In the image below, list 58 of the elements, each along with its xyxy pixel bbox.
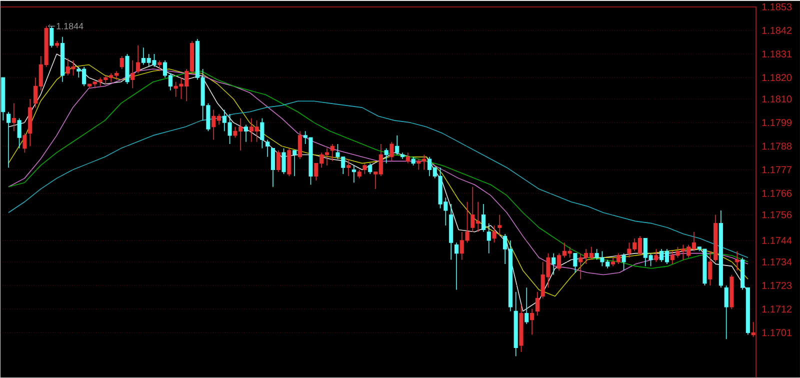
candlestick (120, 56, 124, 70)
candlestick (395, 135, 400, 156)
candlestick (530, 308, 534, 336)
candlestick (266, 139, 270, 158)
candlestick (244, 124, 248, 142)
candlestick (622, 252, 626, 271)
y-tick-label: 1.1831 (762, 50, 792, 58)
candlestick (12, 102, 16, 132)
candlestick (22, 132, 27, 153)
y-tick-label: 1.1853 (762, 3, 792, 10)
candlestick (735, 250, 740, 271)
candlestick (270, 148, 275, 188)
candlestick (481, 204, 486, 232)
candlestick (136, 45, 140, 74)
y-tick-label: 1.1842 (762, 26, 792, 34)
candlestick (17, 118, 22, 149)
candlestick (535, 292, 540, 316)
candlestick (352, 165, 356, 183)
y-tick-label: 1.1820 (762, 74, 792, 82)
y-tick-label: 1.1734 (762, 258, 792, 266)
candlestick (384, 148, 388, 164)
candlestick (390, 141, 394, 162)
y-tick-label: 1.1756 (762, 211, 792, 218)
candlestick (368, 162, 372, 174)
candlestick (282, 148, 286, 174)
candlestick (260, 118, 264, 149)
y-tick-label: 1.1744 (762, 237, 792, 244)
candlestick (573, 252, 578, 274)
candlestick (454, 242, 458, 290)
candlestick (6, 111, 11, 168)
candlestick (362, 162, 367, 174)
candlestick (158, 60, 162, 72)
candlestick (346, 158, 351, 177)
y-tick-label: 1.1777 (762, 166, 792, 174)
candlestick (130, 60, 135, 89)
candlestick (287, 148, 292, 177)
candlestick (292, 150, 297, 177)
candlestick (751, 322, 756, 338)
candlestick (298, 130, 302, 160)
candlestick (708, 250, 712, 286)
y-tick-label: 1.1723 (762, 282, 792, 289)
candlestick (654, 248, 658, 262)
candlestick (498, 214, 502, 237)
annotation: 1.1844 (56, 22, 84, 30)
candlestick (330, 144, 334, 162)
candlestick (724, 285, 728, 340)
candlestick (524, 287, 529, 324)
candlestick (552, 252, 556, 276)
y-tick-label: 1.1788 (762, 142, 792, 150)
candlestick (486, 222, 491, 254)
y-tick-label: 1.1799 (762, 119, 792, 126)
y-tick-label: 1.1766 (762, 190, 792, 197)
y-tick-label: 1.1712 (762, 306, 792, 313)
candlestick (406, 152, 410, 164)
candlestick (492, 225, 496, 243)
y-tick-label: 1.1701 (762, 329, 792, 336)
y-tick-label: 1.1810 (762, 95, 792, 103)
candlestick (276, 150, 280, 172)
